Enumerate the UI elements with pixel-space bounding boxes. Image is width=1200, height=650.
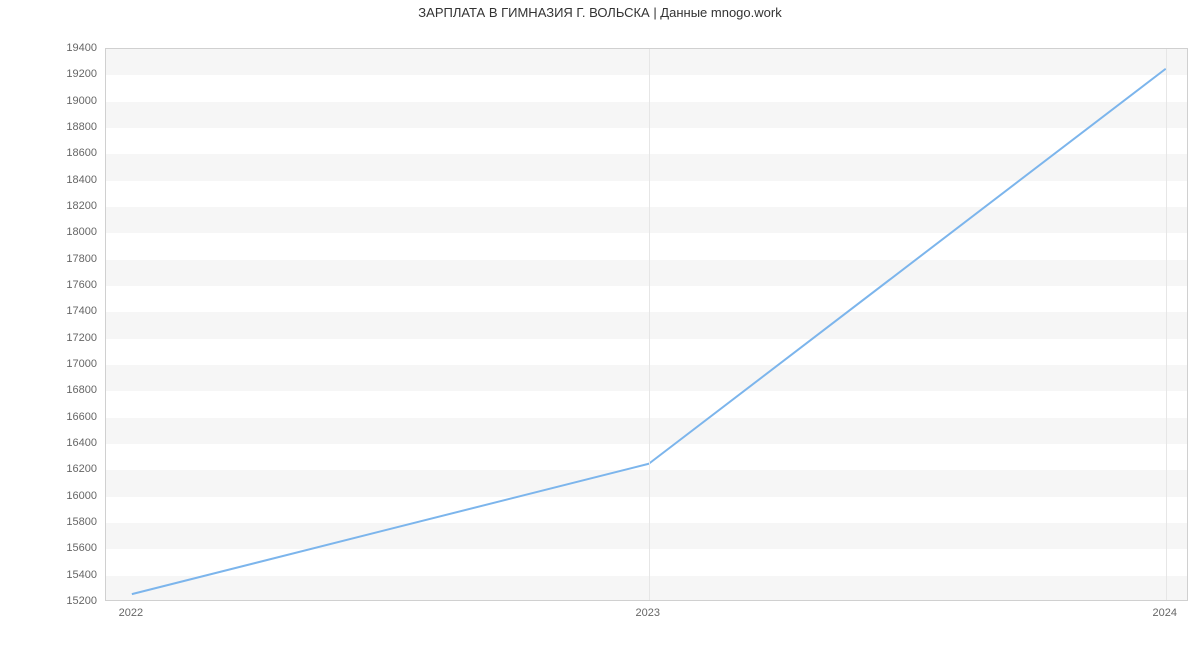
- chart-title: ЗАРПЛАТА В ГИМНАЗИЯ Г. ВОЛЬСКА | Данные …: [0, 5, 1200, 20]
- y-axis-tick-label: 16400: [55, 437, 97, 449]
- y-axis-tick-label: 17200: [55, 332, 97, 344]
- y-axis-tick-label: 15600: [55, 542, 97, 554]
- y-axis-tick-label: 18600: [55, 147, 97, 159]
- y-axis-tick-label: 19000: [55, 95, 97, 107]
- y-axis-tick-label: 16600: [55, 411, 97, 423]
- y-axis-tick-label: 17600: [55, 279, 97, 291]
- y-axis-tick-label: 15400: [55, 569, 97, 581]
- y-axis-tick-label: 18000: [55, 226, 97, 238]
- vertical-gridline: [1166, 49, 1167, 600]
- y-axis-tick-label: 17000: [55, 358, 97, 370]
- y-axis-tick-label: 17400: [55, 305, 97, 317]
- y-axis-tick-label: 18800: [55, 121, 97, 133]
- y-axis-tick-label: 17800: [55, 253, 97, 265]
- y-axis-tick-label: 19200: [55, 68, 97, 80]
- y-axis-tick-label: 18200: [55, 200, 97, 212]
- y-axis-tick-label: 18400: [55, 174, 97, 186]
- y-axis-tick-label: 16800: [55, 384, 97, 396]
- plot-area: [105, 48, 1188, 601]
- x-axis-tick-label: 2023: [636, 607, 660, 619]
- y-axis-tick-label: 16000: [55, 490, 97, 502]
- vertical-gridline: [649, 49, 650, 600]
- data-line: [106, 49, 1188, 601]
- y-axis-tick-label: 15800: [55, 516, 97, 528]
- y-axis-tick-label: 15200: [55, 595, 97, 607]
- y-axis-tick-label: 16200: [55, 463, 97, 475]
- x-axis-tick-label: 2022: [119, 607, 143, 619]
- salary-line-chart: ЗАРПЛАТА В ГИМНАЗИЯ Г. ВОЛЬСКА | Данные …: [0, 0, 1200, 650]
- x-axis-tick-label: 2024: [1152, 607, 1176, 619]
- y-axis-tick-label: 19400: [55, 42, 97, 54]
